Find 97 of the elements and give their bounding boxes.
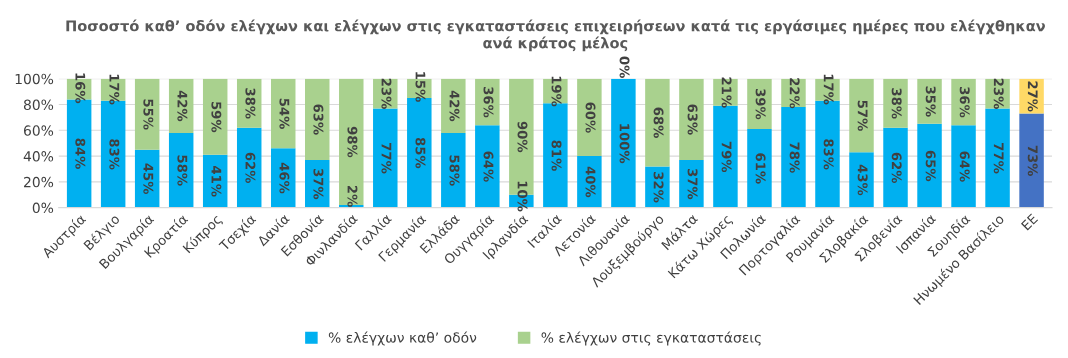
data-label: 10% bbox=[517, 181, 528, 212]
data-label: 19% bbox=[551, 76, 562, 107]
data-label: 16% bbox=[75, 73, 86, 104]
data-label: 41% bbox=[211, 166, 222, 197]
bar bbox=[475, 78, 500, 126]
bar bbox=[441, 132, 466, 208]
bar bbox=[679, 78, 704, 160]
y-tick-label: 0% bbox=[32, 202, 54, 214]
y-tick-label: 20% bbox=[24, 176, 54, 188]
y-tick-label: 60% bbox=[23, 125, 54, 136]
data-label: 83% bbox=[109, 139, 120, 170]
data-label: 61% bbox=[755, 153, 766, 184]
data-label: 40% bbox=[585, 166, 596, 198]
data-label: 64% bbox=[959, 151, 970, 182]
data-label: 62% bbox=[891, 152, 902, 184]
data-label: 37% bbox=[313, 168, 324, 200]
data-label: 23% bbox=[381, 78, 392, 109]
data-label: 98% bbox=[347, 126, 358, 158]
bar bbox=[985, 108, 1010, 208]
bar bbox=[202, 78, 228, 155]
bar bbox=[339, 78, 364, 206]
data-label: 39% bbox=[755, 88, 766, 120]
data-label: 77% bbox=[993, 143, 1004, 174]
data-label: 35% bbox=[925, 86, 936, 117]
data-label: 17% bbox=[109, 74, 120, 105]
bar bbox=[134, 78, 160, 150]
data-label: 38% bbox=[891, 88, 902, 119]
bar bbox=[883, 78, 908, 128]
data-label: 63% bbox=[313, 104, 324, 135]
data-label: 42% bbox=[449, 90, 460, 122]
bar bbox=[577, 156, 602, 208]
bar bbox=[747, 78, 772, 130]
legend-label: % ελέγχων στις εγκαταστάσεις bbox=[541, 331, 761, 346]
bar bbox=[849, 152, 874, 208]
data-label: 84% bbox=[75, 138, 86, 169]
data-label: 27% bbox=[1027, 81, 1038, 112]
data-label: 81% bbox=[551, 140, 562, 171]
data-label: 17% bbox=[823, 74, 834, 105]
data-label: 2% bbox=[347, 185, 358, 207]
bar bbox=[577, 78, 602, 157]
data-label: 37% bbox=[687, 168, 698, 200]
bar bbox=[270, 78, 296, 149]
chart-title: Ποσοστό καθ’ οδόν ελέγχων και ελέγχων στις εγκαταστάσεις επιχειρήσεων κατά τις εργάσιμες ημέρες που ελέγχθηκαν ανά κράτος μέλος bbox=[66, 19, 1045, 52]
data-label: 42% bbox=[177, 90, 188, 122]
y-tick-label: 40% bbox=[23, 151, 54, 162]
data-label: 22% bbox=[789, 78, 800, 109]
data-label: 21% bbox=[721, 77, 732, 108]
bar bbox=[849, 78, 874, 153]
bar bbox=[917, 123, 942, 208]
data-label: 79% bbox=[721, 141, 732, 173]
bar bbox=[917, 78, 942, 124]
data-label: 64% bbox=[483, 151, 494, 182]
y-tick-label: 80% bbox=[23, 99, 54, 111]
bar bbox=[747, 129, 772, 208]
bar bbox=[236, 127, 262, 208]
data-label: 23% bbox=[993, 78, 1004, 109]
data-label: 54% bbox=[279, 98, 290, 129]
data-label: 65% bbox=[925, 150, 936, 182]
data-label: 62% bbox=[245, 152, 256, 184]
data-label: 58% bbox=[177, 155, 188, 186]
bar bbox=[781, 107, 806, 208]
bar bbox=[373, 108, 398, 208]
data-label: 63% bbox=[687, 104, 698, 135]
data-label: 36% bbox=[959, 87, 970, 118]
bar bbox=[441, 78, 466, 133]
data-label: 32% bbox=[653, 172, 664, 203]
data-label: 38% bbox=[245, 88, 256, 119]
bar bbox=[611, 78, 636, 208]
data-label: 45% bbox=[143, 163, 154, 195]
data-label: 90% bbox=[517, 121, 528, 153]
data-label: 46% bbox=[279, 162, 290, 194]
bar bbox=[883, 127, 908, 208]
legend-label: % ελέγχων καθ’ οδόν bbox=[328, 331, 477, 346]
data-label: 0% bbox=[619, 56, 630, 78]
bar bbox=[679, 159, 704, 208]
data-label: 60% bbox=[585, 102, 596, 133]
data-label: 78% bbox=[789, 142, 800, 173]
bar bbox=[645, 78, 670, 167]
y-tick-label: 100% bbox=[15, 73, 54, 85]
x-tick-label: ΕΕ bbox=[1020, 213, 1039, 231]
data-label: 85% bbox=[415, 137, 426, 169]
data-label: 55% bbox=[143, 99, 154, 130]
data-label: 73% bbox=[1027, 145, 1038, 176]
data-label: 57% bbox=[857, 100, 868, 131]
data-label: 77% bbox=[381, 143, 392, 174]
data-label: 68% bbox=[653, 107, 664, 138]
bar bbox=[951, 125, 976, 208]
data-label: 58% bbox=[449, 155, 460, 186]
data-label: 59% bbox=[211, 102, 222, 133]
data-label: 15% bbox=[415, 72, 426, 102]
data-label: 100% bbox=[619, 124, 630, 164]
data-label: 83% bbox=[823, 139, 834, 170]
bar bbox=[305, 78, 330, 160]
bar bbox=[475, 125, 500, 208]
data-label: 36% bbox=[483, 87, 494, 118]
bar bbox=[1019, 113, 1044, 208]
data-label: 43% bbox=[857, 164, 868, 196]
